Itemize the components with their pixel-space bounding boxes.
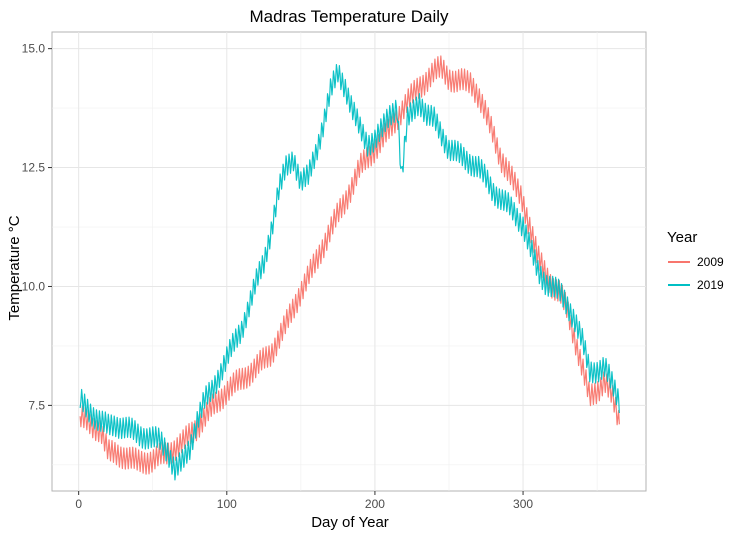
legend-label-2009: 2009 (697, 255, 724, 269)
y-tick-label: 15.0 (22, 42, 46, 56)
x-tick-label: 300 (513, 497, 533, 511)
legend: Year 2009 2019 (667, 229, 724, 292)
y-tick-label: 10.0 (22, 279, 46, 293)
x-tick-label: 100 (217, 497, 237, 511)
legend-label-2019: 2019 (697, 278, 724, 292)
major-grid (52, 32, 646, 491)
x-tick-label: 200 (365, 497, 385, 511)
x-axis: 0 100 200 300 (75, 491, 533, 511)
legend-title: Year (667, 229, 697, 246)
x-tick-label: 0 (75, 497, 82, 511)
y-axis-label: Temperature °C (6, 215, 23, 320)
y-tick-label: 12.5 (22, 161, 46, 175)
chart-title: Madras Temperature Daily (249, 7, 449, 26)
series-line-2019 (79, 63, 620, 481)
y-axis: 7.5 10.0 12.5 15.0 (22, 42, 52, 412)
y-tick-label: 7.5 (28, 398, 45, 412)
panel-border (51, 31, 647, 492)
plot-area (51, 31, 647, 492)
series-lines (79, 55, 620, 481)
x-axis-label: Day of Year (311, 514, 389, 531)
